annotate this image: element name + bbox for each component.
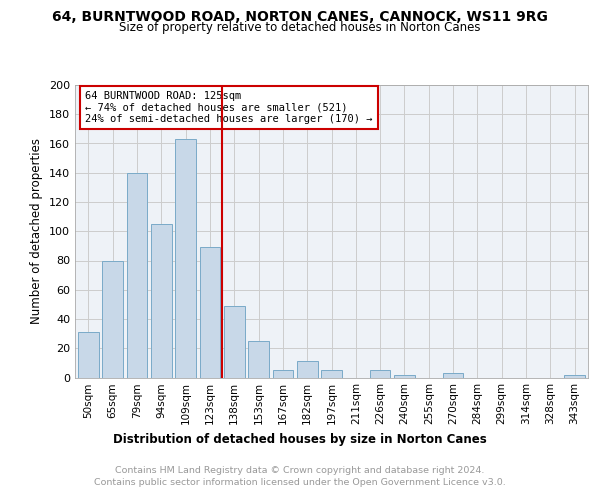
Text: Contains HM Land Registry data © Crown copyright and database right 2024.: Contains HM Land Registry data © Crown c…: [115, 466, 485, 475]
Bar: [127, 173, 148, 378]
Y-axis label: Number of detached properties: Number of detached properties: [31, 138, 43, 324]
Bar: [272, 370, 293, 378]
Text: 64, BURNTWOOD ROAD, NORTON CANES, CANNOCK, WS11 9RG: 64, BURNTWOOD ROAD, NORTON CANES, CANNOC…: [52, 10, 548, 24]
Bar: [103, 260, 123, 378]
Bar: [224, 306, 245, 378]
Text: 64 BURNTWOOD ROAD: 125sqm
← 74% of detached houses are smaller (521)
24% of semi: 64 BURNTWOOD ROAD: 125sqm ← 74% of detac…: [85, 91, 373, 124]
Bar: [78, 332, 99, 378]
Text: Distribution of detached houses by size in Norton Canes: Distribution of detached houses by size …: [113, 432, 487, 446]
Bar: [175, 139, 196, 378]
Bar: [564, 374, 585, 378]
Bar: [394, 374, 415, 378]
Bar: [443, 373, 463, 378]
Text: Contains public sector information licensed under the Open Government Licence v3: Contains public sector information licen…: [94, 478, 506, 487]
Bar: [151, 224, 172, 378]
Bar: [248, 341, 269, 378]
Bar: [370, 370, 391, 378]
Bar: [200, 248, 220, 378]
Text: Size of property relative to detached houses in Norton Canes: Size of property relative to detached ho…: [119, 22, 481, 35]
Bar: [321, 370, 342, 378]
Bar: [297, 362, 317, 378]
